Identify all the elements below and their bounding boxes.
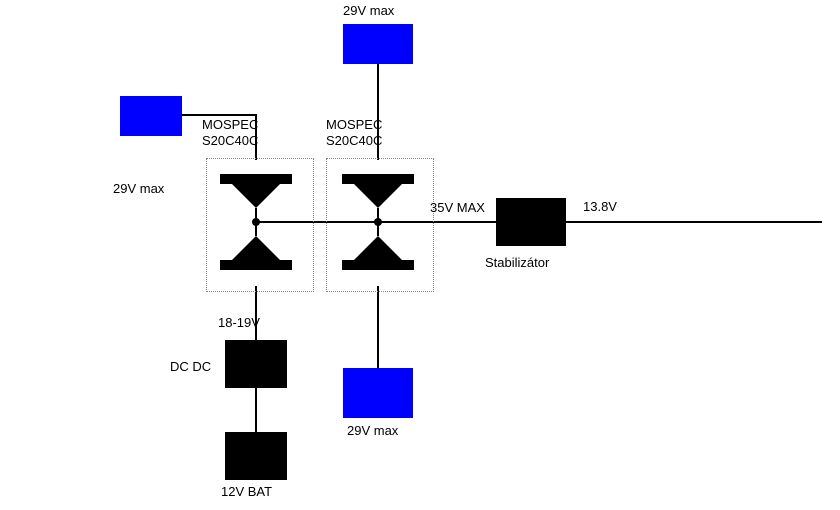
- diagram-stage: 29V max 29V max MOSPEC S20C40C MOSPEC S20C40C…: [0, 0, 840, 510]
- label-v35: 35V MAX: [430, 201, 485, 215]
- label-v1819: 18-19V: [218, 316, 260, 330]
- diode-bar: [220, 260, 292, 270]
- box-bat_black: [225, 432, 287, 480]
- wire-left_horiz: [182, 114, 256, 116]
- wire-right_horiz: [566, 221, 822, 223]
- diode-tri-down: [232, 184, 280, 208]
- diode-bar: [342, 260, 414, 270]
- label-mospec1_l1: MOSPEC: [202, 118, 258, 132]
- diode-tri-down: [354, 184, 402, 208]
- diode-bar: [220, 174, 292, 184]
- label-bc_29v: 29V max: [347, 424, 398, 438]
- diode-stub-top: [255, 208, 257, 222]
- label-top_29v: 29V max: [343, 4, 394, 18]
- label-dcdc: DC DC: [170, 360, 211, 374]
- box-top_blue: [343, 24, 413, 64]
- wire-d2_down: [377, 286, 379, 368]
- diode-stub-bottom: [377, 222, 379, 236]
- label-left_29v: 29V max: [113, 182, 164, 196]
- wire-d1_down: [255, 286, 257, 340]
- label-bat: 12V BAT: [221, 485, 272, 499]
- wire-dcdc_to_bat: [255, 388, 257, 432]
- label-v138: 13.8V: [583, 200, 617, 214]
- diode-stub-top: [377, 208, 379, 222]
- box-dcdc_black: [225, 340, 287, 388]
- label-mospec2_l1: MOSPEC: [326, 118, 382, 132]
- diode-tri-up: [354, 236, 402, 260]
- diode-stub-bottom: [255, 222, 257, 236]
- box-left_blue: [120, 96, 182, 136]
- diode-tri-up: [232, 236, 280, 260]
- label-mospec2_l2: S20C40C: [326, 134, 382, 148]
- box-bottom_center_blue: [343, 368, 413, 418]
- label-stab: Stabilizátor: [485, 256, 549, 270]
- diode-bar: [342, 174, 414, 184]
- box-stab_black: [496, 198, 566, 246]
- label-mospec1_l2: S20C40C: [202, 134, 258, 148]
